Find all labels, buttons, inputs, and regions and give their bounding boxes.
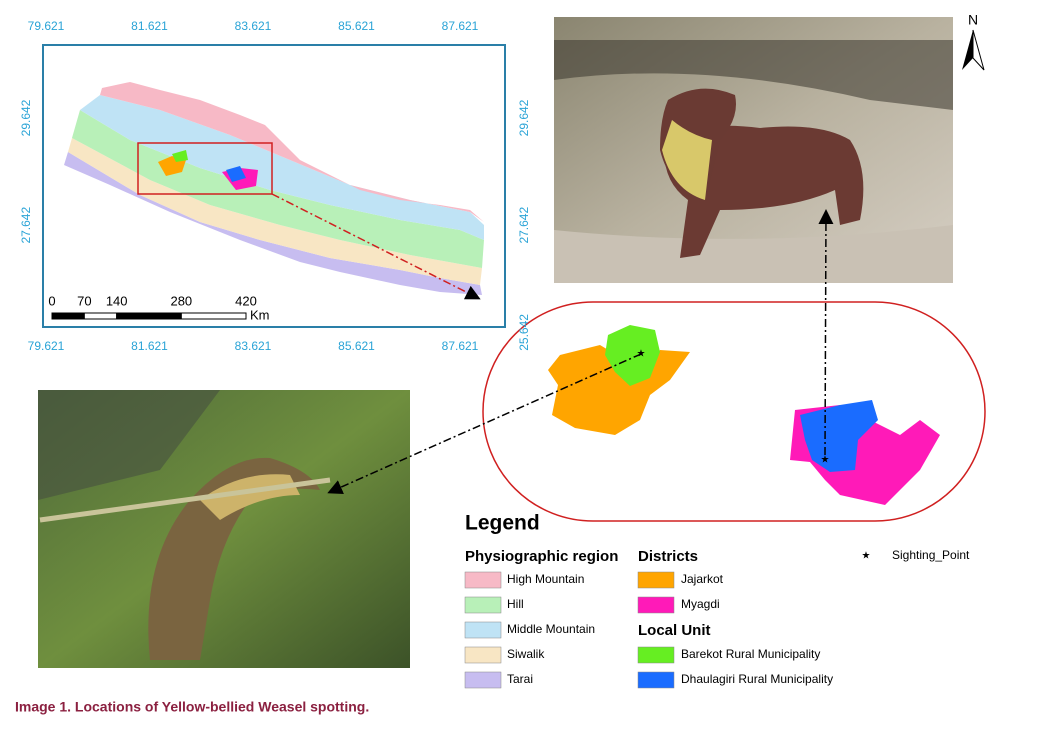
coord-label: 87.621 [442, 19, 479, 33]
coord-label: 29.642 [517, 99, 531, 136]
dhaulagiri-small [226, 166, 246, 182]
coord-label: 83.621 [235, 339, 272, 353]
legend-swatch [464, 571, 502, 589]
jajarkot [548, 345, 690, 435]
scale-label: 0 [48, 293, 55, 308]
north-label: N [968, 12, 978, 28]
scale-unit: Km [250, 307, 270, 322]
scale-segment [116, 312, 182, 320]
legend-swatch [637, 646, 675, 664]
coord-label: 79.621 [28, 19, 65, 33]
dhaulagiri [800, 400, 878, 472]
legend-label: Hill [507, 597, 524, 611]
legend-heading: Districts [638, 548, 698, 565]
caption: Image 1. Locations of Yellow-bellied Wea… [15, 699, 369, 715]
legend-heading: Local Unit [638, 622, 711, 639]
legend-label: Tarai [507, 672, 533, 686]
scale-label: 70 [77, 293, 91, 308]
coord-label: 27.642 [19, 207, 33, 244]
legend-swatch [464, 621, 502, 639]
legend-swatch [637, 596, 675, 614]
legend-swatch [464, 646, 502, 664]
legend: Legend Physiographic region Districts Lo… [464, 512, 970, 689]
region-middle-mountain [80, 95, 484, 240]
coord-label: 85.621 [338, 19, 375, 33]
coord-label: 85.621 [338, 339, 375, 353]
legend-label: Barekot Rural Municipality [681, 647, 820, 661]
legend-swatch [637, 571, 675, 589]
scale-label: 140 [106, 293, 128, 308]
pointer-specimen [327, 353, 642, 494]
legend-label: Dhaulagiri Rural Municipality [681, 672, 833, 686]
barekot-small [172, 150, 188, 162]
coord-label: 25.642 [517, 314, 531, 351]
region-tarai [64, 152, 482, 295]
coord-label: 27.642 [517, 207, 531, 244]
region-hill [72, 110, 484, 268]
legend-title: Legend [465, 512, 540, 535]
legend-label: Siwalik [507, 647, 545, 661]
coord-label: 87.621 [442, 339, 479, 353]
zoom-arrow [271, 193, 481, 300]
sighting-star: ★ [821, 455, 830, 466]
study-area-box [137, 142, 273, 195]
coord-label: 81.621 [131, 339, 168, 353]
legend-label: Myagdi [681, 597, 720, 611]
legend-label: High Mountain [507, 572, 584, 586]
coord-label: 29.642 [19, 99, 33, 136]
scale-segment [83, 312, 118, 320]
scale-segment [180, 312, 247, 320]
scale-label: 420 [235, 293, 257, 308]
district-detail: ★ ★ [327, 209, 940, 505]
nepal-map [64, 82, 484, 300]
scale-segment [51, 312, 85, 320]
legend-label: Jajarkot [681, 572, 724, 586]
region-high-mountain [100, 82, 484, 222]
coord-label: 79.621 [28, 339, 65, 353]
legend-swatch [464, 671, 502, 689]
scale-label: 280 [170, 293, 192, 308]
coord-label: 83.621 [235, 19, 272, 33]
legend-swatch [464, 596, 502, 614]
legend-swatch [637, 671, 675, 689]
legend-heading: Physiographic region [465, 548, 618, 565]
weasel-photo-live [554, 17, 953, 283]
legend-label: Middle Mountain [507, 622, 595, 636]
sighting-legend-star: ★ [862, 551, 871, 562]
coord-label: 81.621 [131, 19, 168, 33]
north-arrow: N [962, 12, 985, 71]
barekot [605, 325, 660, 386]
weasel-photo-specimen [38, 390, 410, 668]
legend-label: Sighting_Point [892, 548, 970, 562]
